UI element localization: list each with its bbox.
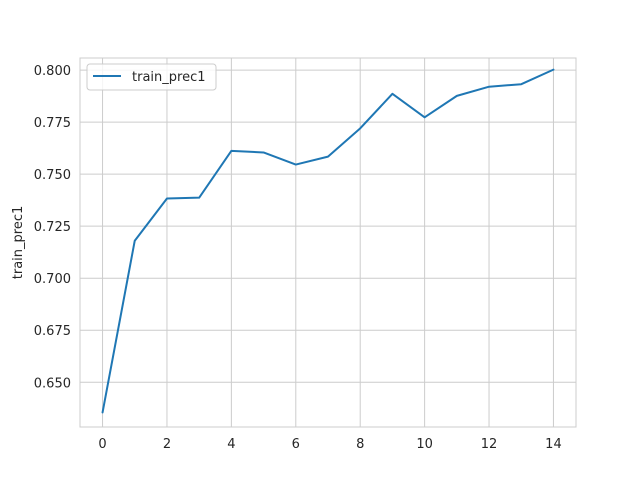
legend-box: [86, 63, 217, 91]
x-tick-label: 14: [545, 437, 562, 452]
y-axis-label: train_prec1: [11, 206, 26, 280]
x-axis-ticks: 0 2 4 6 8 10 12 14: [98, 437, 561, 452]
y-tick-label: 0.775: [34, 116, 71, 131]
x-tick-label: 6: [292, 437, 300, 452]
y-tick-label: 0.675: [34, 324, 71, 339]
series-group: [101, 68, 555, 414]
y-axis-ticks: 0.650 0.675 0.700 0.725 0.750 0.775 0.800: [34, 64, 71, 391]
y-tick-label: 0.700: [34, 272, 71, 287]
x-tick-label: 2: [163, 437, 171, 452]
y-tick-label: 0.725: [34, 220, 71, 235]
y-tick-label: 0.750: [34, 168, 71, 183]
x-tick-label: 0: [98, 437, 106, 452]
x-tick-label: 8: [356, 437, 364, 452]
series-line-0: [101, 68, 555, 414]
grid-lines: [80, 58, 576, 427]
plot-area: [79, 57, 577, 428]
legend-label: train_prec1: [132, 70, 206, 85]
y-tick-label: 0.800: [34, 64, 71, 79]
y-tick-label: 0.650: [34, 376, 71, 391]
x-tick-label: 4: [227, 437, 235, 452]
legend: train_prec1: [86, 63, 217, 91]
x-tick-label: 10: [416, 437, 433, 452]
x-tick-label: 12: [481, 437, 498, 452]
